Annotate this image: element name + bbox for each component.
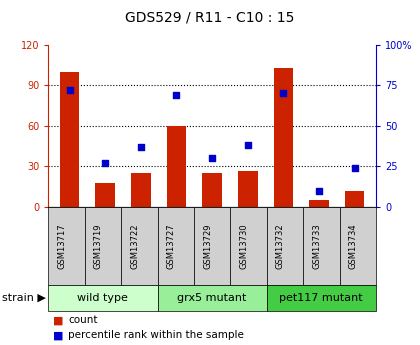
Point — [102, 160, 109, 166]
Text: GDS529 / R11 - C10 : 15: GDS529 / R11 - C10 : 15 — [125, 10, 295, 24]
Bar — [273, 68, 293, 207]
Text: GSM13722: GSM13722 — [130, 223, 139, 268]
Point — [137, 144, 144, 150]
Text: ■: ■ — [52, 331, 63, 340]
Text: wild type: wild type — [77, 293, 129, 303]
Point — [315, 188, 322, 194]
Bar — [131, 173, 151, 207]
Point — [351, 165, 358, 171]
Point — [173, 92, 180, 98]
Text: GSM13732: GSM13732 — [276, 223, 285, 269]
Text: grx5 mutant: grx5 mutant — [177, 293, 247, 303]
Text: ■: ■ — [52, 315, 63, 325]
Point — [209, 156, 215, 161]
Bar — [95, 183, 115, 207]
Bar — [202, 173, 222, 207]
Text: percentile rank within the sample: percentile rank within the sample — [68, 331, 244, 340]
Text: GSM13719: GSM13719 — [94, 223, 103, 268]
Point — [280, 91, 287, 96]
Text: GSM13730: GSM13730 — [239, 223, 249, 269]
Bar — [309, 200, 329, 207]
Bar — [345, 191, 364, 207]
Text: GSM13727: GSM13727 — [167, 223, 176, 269]
Text: GSM13717: GSM13717 — [58, 223, 66, 269]
Text: strain ▶: strain ▶ — [3, 293, 46, 303]
Point — [244, 142, 251, 148]
Text: pet117 mutant: pet117 mutant — [279, 293, 363, 303]
Text: GSM13733: GSM13733 — [312, 223, 321, 269]
Bar — [238, 170, 257, 207]
Text: GSM13734: GSM13734 — [349, 223, 358, 269]
Bar — [60, 72, 79, 207]
Text: GSM13729: GSM13729 — [203, 223, 212, 268]
Text: count: count — [68, 315, 98, 325]
Bar — [167, 126, 186, 207]
Point — [66, 88, 73, 93]
